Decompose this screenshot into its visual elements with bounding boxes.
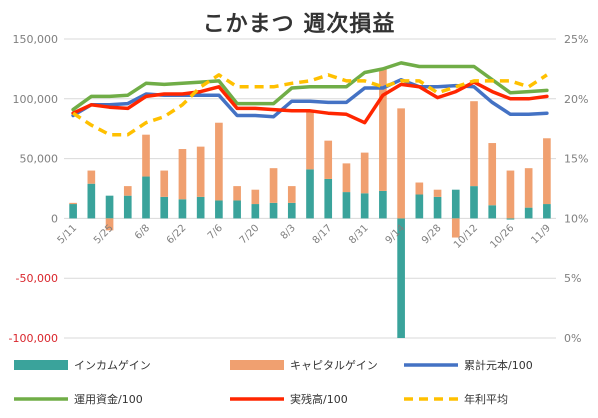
legend-label: インカムゲイン [74, 359, 151, 372]
bar [360, 152, 369, 194]
bar [470, 101, 478, 187]
y-tick-right: 5% [564, 272, 581, 285]
bar [215, 200, 223, 219]
bar [269, 202, 278, 219]
series-line [71, 61, 549, 112]
y-tick-left: 0 [51, 212, 58, 225]
bar [306, 169, 314, 219]
y-tick-right: 10% [564, 212, 588, 225]
bar [543, 204, 551, 219]
legend-item: 運用資金/100 [14, 392, 143, 406]
legend-item: キャピタルゲイン [230, 359, 378, 372]
bar [342, 192, 351, 219]
x-tick: 6/8 [133, 223, 152, 242]
bar [142, 176, 150, 219]
bar [524, 168, 533, 208]
bar [287, 186, 296, 203]
x-tick: 7/20 [238, 223, 262, 247]
bar [251, 204, 260, 219]
y-tick-right: 15% [564, 153, 588, 166]
legend-label: 累計元本/100 [464, 358, 533, 372]
bar [451, 218, 460, 238]
bar [160, 170, 169, 197]
bar [324, 178, 333, 219]
bar [87, 170, 96, 184]
y-tick-right: 25% [564, 33, 588, 46]
bar [69, 202, 77, 205]
bar [433, 189, 442, 197]
bar [506, 170, 515, 219]
y-tick-left: 50,000 [20, 153, 59, 166]
bar [105, 195, 114, 219]
bar [233, 186, 241, 201]
y-tick-right: 0% [564, 332, 581, 345]
x-tick: 11/9 [529, 223, 553, 247]
bar [123, 186, 132, 196]
bar [178, 149, 187, 200]
bar [324, 140, 333, 179]
bar [287, 202, 296, 219]
bar [142, 134, 150, 177]
bar [269, 168, 278, 203]
x-tick: 8/3 [279, 223, 298, 242]
bar [196, 146, 205, 197]
bar [215, 122, 223, 201]
x-tick: 8/31 [347, 223, 371, 247]
x-tick: 7/6 [206, 223, 225, 242]
series-line [71, 80, 549, 125]
bar [524, 207, 533, 219]
bar [488, 205, 497, 219]
x-tick: 6/22 [165, 223, 189, 247]
x-tick: 5/11 [56, 223, 80, 247]
y-tick-right: 20% [564, 93, 588, 106]
x-tick: 9/28 [420, 223, 444, 247]
y-tick-left: -100,000 [9, 332, 58, 345]
x-tick: 8/17 [311, 223, 335, 247]
bar [233, 200, 241, 219]
bar [415, 182, 424, 195]
y-tick-left: 150,000 [13, 33, 59, 46]
bar [196, 196, 205, 219]
legend-item: 実残高/100 [230, 392, 348, 406]
bar [488, 143, 497, 206]
bar [379, 68, 387, 191]
y-tick-left: 100,000 [13, 93, 59, 106]
legend-item: 年利平均 [404, 392, 508, 406]
legend-label: 運用資金/100 [74, 392, 143, 406]
legend-label: 年利平均 [464, 392, 508, 406]
bar [506, 218, 515, 220]
legend-item: インカムゲイン [14, 359, 151, 372]
legend-swatch [14, 360, 68, 370]
bar [342, 163, 351, 193]
y-tick-left: -50,000 [16, 272, 58, 285]
legend-swatch [230, 360, 284, 370]
bar [251, 189, 260, 205]
chart-title: こかまつ 週次損益 [202, 12, 396, 37]
bar [397, 218, 405, 338]
bar [397, 108, 405, 219]
bar [105, 218, 114, 231]
legend-item: 累計元本/100 [404, 358, 533, 372]
bar [360, 193, 369, 219]
x-tick: 10/26 [488, 223, 516, 251]
bar [69, 204, 77, 219]
bar [306, 110, 314, 170]
legend-label: キャピタルゲイン [290, 359, 378, 372]
legend-label: 実残高/100 [290, 392, 348, 406]
bar [123, 195, 132, 219]
bar [543, 138, 551, 205]
bar [451, 189, 460, 219]
bar [470, 186, 478, 219]
bar [379, 190, 387, 219]
bar [415, 194, 424, 219]
bar [433, 196, 442, 219]
bar [178, 199, 187, 219]
bar [87, 183, 96, 219]
bar [160, 196, 169, 219]
